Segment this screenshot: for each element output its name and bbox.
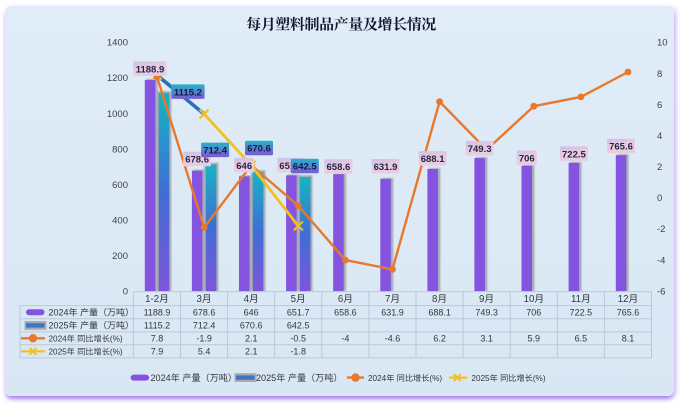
- svg-text:3.1: 3.1: [480, 334, 493, 344]
- svg-text:1-2月: 1-2月: [145, 294, 169, 305]
- svg-text:6: 6: [657, 100, 662, 111]
- svg-text:2.1: 2.1: [245, 347, 258, 357]
- svg-text:1188.9: 1188.9: [136, 64, 165, 75]
- svg-text:3月: 3月: [197, 294, 212, 305]
- svg-text:2024年 产量（万吨）: 2024年 产量（万吨）: [151, 373, 237, 383]
- svg-text:-4: -4: [657, 255, 665, 266]
- svg-text:-6: -6: [657, 286, 665, 297]
- svg-text:631.9: 631.9: [381, 307, 404, 317]
- svg-text:1200: 1200: [107, 73, 128, 84]
- svg-text:646: 646: [244, 307, 259, 317]
- svg-text:6月: 6月: [338, 294, 353, 305]
- svg-text:765.6: 765.6: [609, 142, 633, 153]
- svg-text:678.6: 678.6: [185, 155, 209, 166]
- svg-text:4月: 4月: [244, 294, 259, 305]
- svg-text:200: 200: [112, 251, 128, 262]
- svg-text:-0.5: -0.5: [290, 334, 306, 344]
- svg-text:706: 706: [526, 307, 541, 317]
- svg-text:2024年 同比增长(%): 2024年 同比增长(%): [49, 335, 123, 344]
- svg-text:712.4: 712.4: [203, 146, 227, 157]
- svg-text:651.7: 651.7: [287, 307, 310, 317]
- svg-text:712.4: 712.4: [193, 321, 216, 331]
- svg-text:0: 0: [657, 193, 662, 204]
- svg-text:-4.6: -4.6: [385, 334, 401, 344]
- svg-text:6.2: 6.2: [433, 334, 446, 344]
- svg-text:2025年 产量（万吨）: 2025年 产量（万吨）: [256, 373, 342, 383]
- svg-text:678.6: 678.6: [193, 307, 216, 317]
- svg-text:765.6: 765.6: [617, 307, 640, 317]
- svg-text:10月: 10月: [524, 294, 544, 305]
- svg-text:7.8: 7.8: [151, 334, 164, 344]
- svg-text:646: 646: [236, 161, 252, 172]
- svg-text:每月塑料制品产量及增长情况: 每月塑料制品产量及增长情况: [246, 14, 436, 35]
- svg-text:670.6: 670.6: [240, 321, 263, 331]
- svg-text:749.3: 749.3: [475, 307, 498, 317]
- svg-text:2025年 同比增长(%): 2025年 同比增长(%): [49, 348, 123, 357]
- svg-text:-1.8: -1.8: [290, 347, 306, 357]
- svg-text:1400: 1400: [107, 38, 128, 49]
- svg-text:658.6: 658.6: [327, 162, 351, 173]
- svg-text:-2: -2: [657, 224, 665, 235]
- svg-text:9月: 9月: [479, 294, 494, 305]
- svg-text:688.1: 688.1: [428, 307, 451, 317]
- svg-text:5.4: 5.4: [198, 347, 211, 357]
- svg-text:8.1: 8.1: [622, 334, 635, 344]
- svg-text:10: 10: [657, 38, 668, 49]
- svg-text:706: 706: [519, 154, 535, 165]
- svg-text:2025年 产量（万吨）: 2025年 产量（万吨）: [49, 321, 135, 331]
- svg-text:2024年 同比增长(%): 2024年 同比增长(%): [368, 374, 442, 383]
- svg-text:1188.9: 1188.9: [144, 307, 171, 317]
- svg-text:5月: 5月: [291, 294, 306, 305]
- svg-text:-1.9: -1.9: [196, 334, 212, 344]
- svg-text:2: 2: [657, 162, 662, 173]
- svg-text:6.5: 6.5: [575, 334, 588, 344]
- svg-text:1115.2: 1115.2: [174, 87, 202, 98]
- svg-text:722.5: 722.5: [562, 149, 586, 160]
- svg-text:749.3: 749.3: [468, 144, 492, 155]
- svg-text:-4: -4: [341, 334, 349, 344]
- svg-text:2024年 产量（万吨）: 2024年 产量（万吨）: [49, 308, 135, 318]
- svg-text:688.1: 688.1: [421, 154, 445, 165]
- svg-text:4: 4: [657, 131, 662, 142]
- svg-text:5.9: 5.9: [528, 334, 541, 344]
- svg-text:1115.2: 1115.2: [144, 321, 170, 331]
- svg-text:670.6: 670.6: [247, 144, 271, 155]
- svg-text:658.6: 658.6: [334, 307, 357, 317]
- svg-text:631.9: 631.9: [374, 162, 398, 173]
- svg-text:642.5: 642.5: [287, 321, 310, 331]
- svg-text:8: 8: [657, 69, 662, 80]
- svg-text:642.5: 642.5: [293, 162, 317, 173]
- svg-text:7月: 7月: [385, 294, 400, 305]
- svg-text:12月: 12月: [618, 294, 638, 305]
- svg-text:8月: 8月: [432, 294, 447, 305]
- svg-text:0: 0: [123, 286, 128, 297]
- svg-text:600: 600: [112, 180, 128, 191]
- svg-text:800: 800: [112, 144, 128, 155]
- svg-text:2.1: 2.1: [245, 334, 258, 344]
- svg-text:2025年 同比增长(%): 2025年 同比增长(%): [471, 374, 545, 383]
- svg-text:7.9: 7.9: [151, 347, 164, 357]
- svg-text:1000: 1000: [107, 109, 128, 120]
- svg-text:11月: 11月: [571, 294, 591, 305]
- svg-text:400: 400: [112, 215, 128, 226]
- svg-text:722.5: 722.5: [570, 307, 593, 317]
